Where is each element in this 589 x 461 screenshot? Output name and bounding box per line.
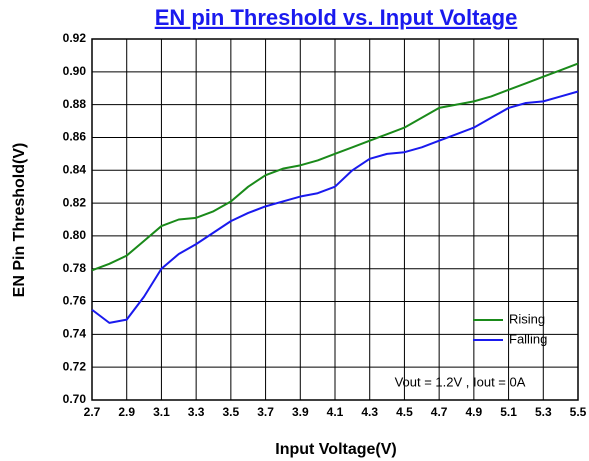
y-tick-label: 0.78 xyxy=(63,261,87,275)
plot-frame xyxy=(91,38,579,401)
x-tick-label: 3.1 xyxy=(153,405,170,419)
x-tick-label: 4.3 xyxy=(361,405,378,419)
x-tick-label: 4.7 xyxy=(431,405,448,419)
y-tick-label: 0.84 xyxy=(63,162,87,176)
y-tick-label: 0.76 xyxy=(63,294,87,308)
x-tick-label: 3.5 xyxy=(223,405,240,419)
legend-label: Falling xyxy=(509,331,547,346)
y-tick-label: 0.88 xyxy=(63,97,87,111)
x-tick-label: 2.7 xyxy=(84,405,101,419)
legend-label: Rising xyxy=(509,311,545,326)
x-tick-label: 4.1 xyxy=(327,405,344,419)
y-tick-label: 0.72 xyxy=(63,359,87,373)
x-tick-label: 4.5 xyxy=(396,405,413,419)
y-tick-label: 0.74 xyxy=(63,327,87,341)
x-tick-label: 4.9 xyxy=(466,405,483,419)
x-tick-label: 2.9 xyxy=(118,405,135,419)
y-tick-label: 0.90 xyxy=(63,64,87,78)
x-tick-label: 3.9 xyxy=(292,405,309,419)
y-tick-label: 0.92 xyxy=(63,31,87,45)
chart-title: EN pin Threshold vs. Input Voltage xyxy=(155,5,518,30)
x-tick-label: 3.3 xyxy=(188,405,205,419)
x-tick-label: 5.1 xyxy=(500,405,517,419)
x-tick-label: 5.3 xyxy=(535,405,552,419)
x-tick-label: 3.7 xyxy=(257,405,274,419)
y-tick-label: 0.70 xyxy=(63,392,87,406)
y-tick-label: 0.82 xyxy=(63,195,87,209)
y-axis-label: EN Pin Threshold(V) xyxy=(11,143,28,298)
data-line xyxy=(91,62,579,272)
y-tick-label: 0.80 xyxy=(63,228,87,242)
x-axis-label: Input Voltage(V) xyxy=(275,441,396,458)
data-line xyxy=(91,90,579,324)
annotation: Vout = 1.2V , Iout = 0A xyxy=(395,374,526,389)
x-tick-label: 5.5 xyxy=(570,405,587,419)
y-tick-label: 0.86 xyxy=(63,130,87,144)
